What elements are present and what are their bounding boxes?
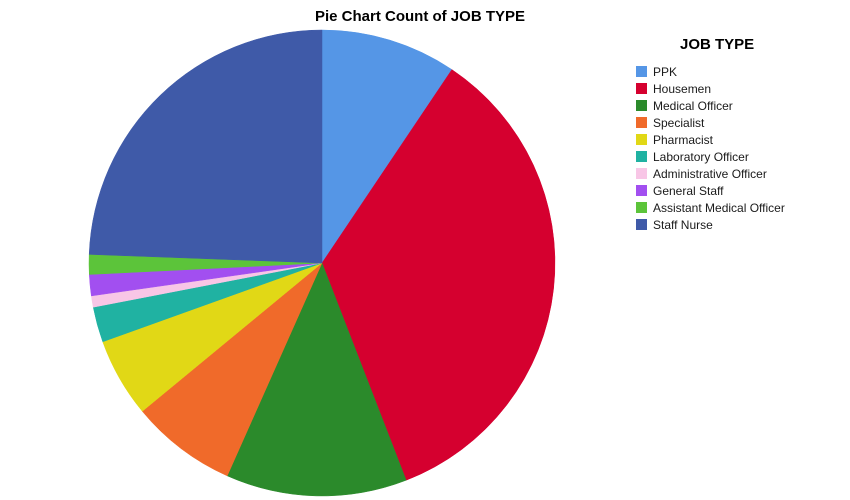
legend-item: Administrative Officer xyxy=(636,165,836,182)
legend-items: PPK Housemen Medical Officer Specialist Phar… xyxy=(636,63,836,233)
pie-slice-medical-officer xyxy=(226,262,407,497)
legend-label: Specialist xyxy=(653,115,705,130)
legend-item: Medical Officer xyxy=(636,97,836,114)
legend-label: Administrative Officer xyxy=(653,166,767,181)
chart-title: Pie Chart Count of JOB TYPE xyxy=(314,8,525,25)
legend-swatch xyxy=(636,134,647,145)
pie-slice-housemen xyxy=(321,69,556,481)
legend-label: Housemen xyxy=(653,81,712,96)
pie-slice-specialist xyxy=(141,262,323,477)
legend: JOB TYPE PPK Housemen Medical Officer Speci… xyxy=(636,36,836,233)
legend-swatch xyxy=(636,100,647,111)
legend-title: JOB TYPE xyxy=(680,36,755,53)
legend-swatch xyxy=(636,219,647,230)
legend-swatch xyxy=(636,66,647,77)
legend-item: Housemen xyxy=(636,80,836,97)
legend-swatch xyxy=(636,83,647,94)
legend-item: Pharmacist xyxy=(636,131,836,148)
legend-item: Assistant Medical Officer xyxy=(636,199,836,216)
legend-swatch xyxy=(636,117,647,128)
legend-item: Staff Nurse xyxy=(636,216,836,233)
pie-slice-staff-nurse xyxy=(88,29,323,264)
legend-swatch xyxy=(636,185,647,196)
pie-slice-ppk xyxy=(321,29,453,264)
legend-swatch xyxy=(636,151,647,162)
legend-label: PPK xyxy=(653,64,678,79)
legend-label: Pharmacist xyxy=(653,132,714,147)
legend-item: PPK xyxy=(636,63,836,80)
legend-label: Medical Officer xyxy=(653,98,733,113)
legend-label: Staff Nurse xyxy=(653,217,713,232)
legend-label: Assistant Medical Officer xyxy=(653,200,785,215)
legend-item: Laboratory Officer xyxy=(636,148,836,165)
legend-label: Laboratory Officer xyxy=(653,149,749,164)
legend-item: General Staff xyxy=(636,182,836,199)
legend-label: General Staff xyxy=(653,183,724,198)
legend-swatch xyxy=(636,168,647,179)
legend-swatch xyxy=(636,202,647,213)
legend-item: Specialist xyxy=(636,114,836,131)
